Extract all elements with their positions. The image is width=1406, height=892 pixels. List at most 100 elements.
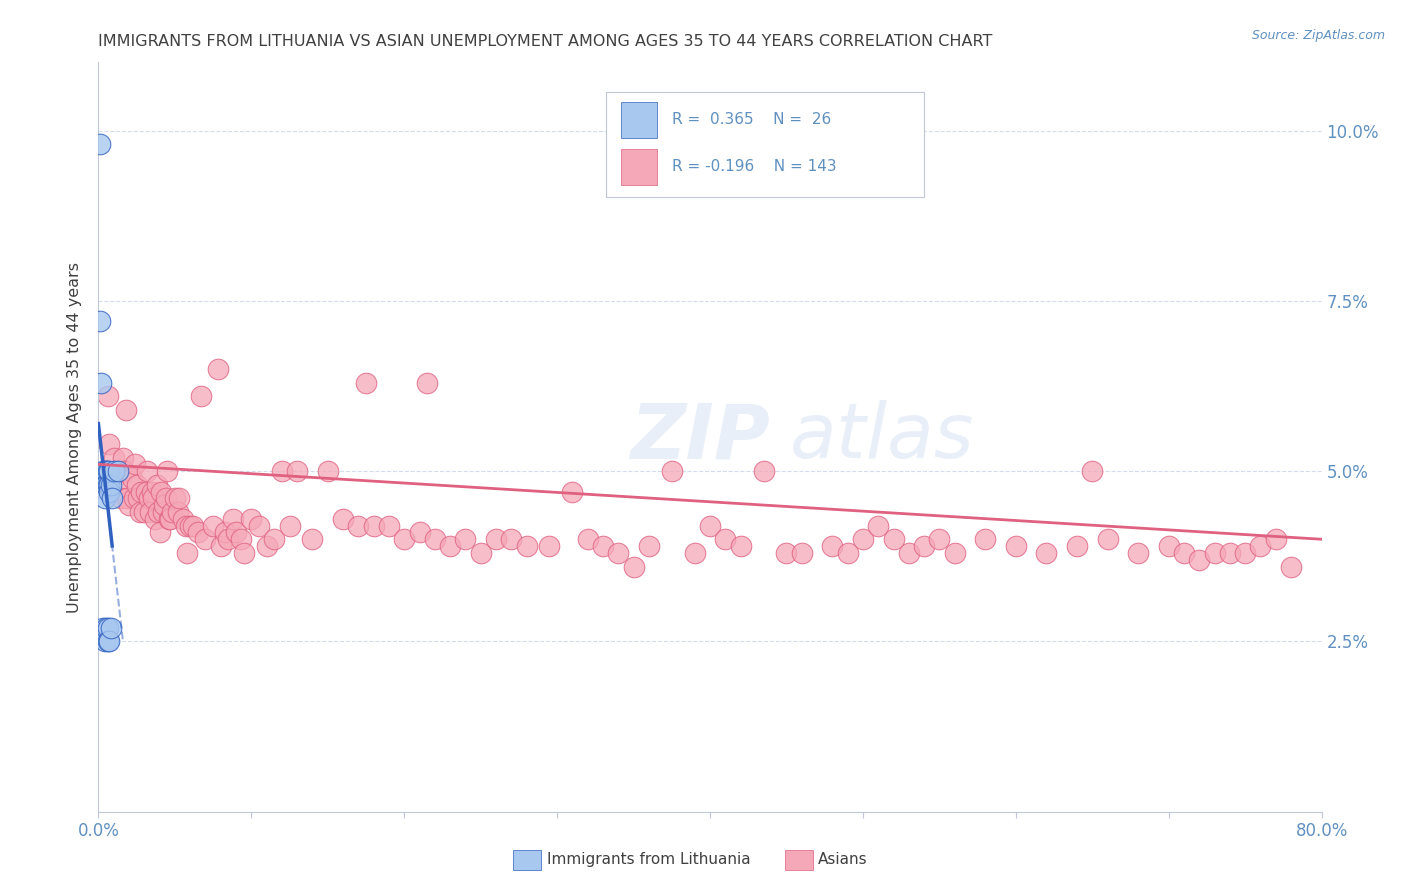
- Point: [1249, 539, 1271, 553]
- Point: [100, 484, 122, 499]
- Point: [141, 484, 163, 499]
- Point: [93, 464, 115, 478]
- Point: [576, 533, 599, 547]
- Point: [821, 539, 844, 553]
- Point: [152, 505, 174, 519]
- Point: [852, 533, 875, 547]
- Point: [209, 539, 232, 553]
- Point: [153, 498, 176, 512]
- Point: [485, 533, 508, 547]
- Point: [790, 546, 813, 560]
- Point: [100, 621, 122, 635]
- Point: [187, 525, 209, 540]
- Point: [301, 533, 323, 547]
- Point: [1279, 559, 1302, 574]
- Point: [98, 484, 121, 499]
- Point: [943, 546, 966, 560]
- Point: [172, 512, 194, 526]
- Point: [278, 518, 301, 533]
- Point: [285, 464, 308, 478]
- Point: [516, 539, 538, 553]
- Point: [501, 533, 523, 547]
- Text: IMMIGRANTS FROM LITHUANIA VS ASIAN UNEMPLOYMENT AMONG AGES 35 TO 44 YEARS CORREL: IMMIGRANTS FROM LITHUANIA VS ASIAN UNEMP…: [98, 34, 993, 49]
- Point: [156, 464, 179, 478]
- Point: [142, 491, 165, 506]
- Point: [107, 464, 129, 478]
- Point: [98, 464, 121, 478]
- Point: [247, 518, 270, 533]
- Point: [93, 634, 115, 648]
- Point: [112, 464, 135, 478]
- Point: [1035, 546, 1057, 560]
- Point: [222, 512, 245, 526]
- Point: [111, 450, 134, 465]
- Point: [160, 505, 183, 519]
- Point: [122, 491, 145, 506]
- Point: [124, 458, 146, 472]
- Point: [1081, 464, 1104, 478]
- Point: [98, 437, 121, 451]
- Point: [149, 525, 172, 540]
- Text: R =  0.365    N =  26: R = 0.365 N = 26: [672, 112, 831, 127]
- Point: [1097, 533, 1119, 547]
- Point: [101, 491, 124, 506]
- Point: [354, 376, 377, 390]
- Point: [683, 546, 706, 560]
- Point: [150, 484, 173, 499]
- Point: [89, 314, 111, 328]
- Point: [347, 518, 370, 533]
- Point: [623, 559, 645, 574]
- Point: [912, 539, 935, 553]
- Point: [470, 546, 492, 560]
- Point: [163, 491, 186, 506]
- Point: [145, 477, 167, 491]
- Point: [363, 518, 385, 533]
- Point: [129, 484, 152, 499]
- Point: [752, 464, 775, 478]
- Point: [91, 471, 114, 485]
- Point: [661, 464, 683, 478]
- Point: [93, 491, 115, 506]
- Point: [97, 634, 120, 648]
- Point: [94, 477, 117, 491]
- Text: atlas: atlas: [790, 401, 974, 474]
- Point: [139, 505, 162, 519]
- Point: [538, 539, 561, 553]
- Point: [115, 402, 138, 417]
- Point: [316, 464, 339, 478]
- FancyBboxPatch shape: [620, 149, 658, 185]
- Point: [97, 389, 120, 403]
- Point: [179, 518, 201, 533]
- Y-axis label: Unemployment Among Ages 35 to 44 years: Unemployment Among Ages 35 to 44 years: [67, 261, 83, 613]
- Point: [128, 505, 150, 519]
- Point: [229, 533, 252, 547]
- Point: [110, 491, 132, 506]
- Point: [98, 477, 121, 491]
- Point: [928, 533, 950, 547]
- Point: [263, 533, 285, 547]
- Point: [232, 546, 254, 560]
- Point: [775, 546, 797, 560]
- Point: [1234, 546, 1257, 560]
- Point: [202, 518, 225, 533]
- Text: Asians: Asians: [818, 852, 868, 867]
- Point: [1128, 546, 1150, 560]
- Point: [91, 471, 114, 485]
- Text: Source: ZipAtlas.com: Source: ZipAtlas.com: [1251, 29, 1385, 43]
- Point: [127, 491, 149, 506]
- Point: [868, 518, 890, 533]
- Point: [1264, 533, 1286, 547]
- Point: [240, 512, 263, 526]
- Point: [98, 634, 121, 648]
- Point: [181, 518, 204, 533]
- Point: [214, 525, 236, 540]
- Point: [607, 546, 630, 560]
- Point: [1188, 552, 1211, 566]
- Point: [97, 477, 120, 491]
- Point: [439, 539, 461, 553]
- Point: [136, 464, 159, 478]
- Point: [159, 512, 181, 526]
- FancyBboxPatch shape: [620, 102, 658, 137]
- Point: [1157, 539, 1180, 553]
- Point: [100, 477, 122, 491]
